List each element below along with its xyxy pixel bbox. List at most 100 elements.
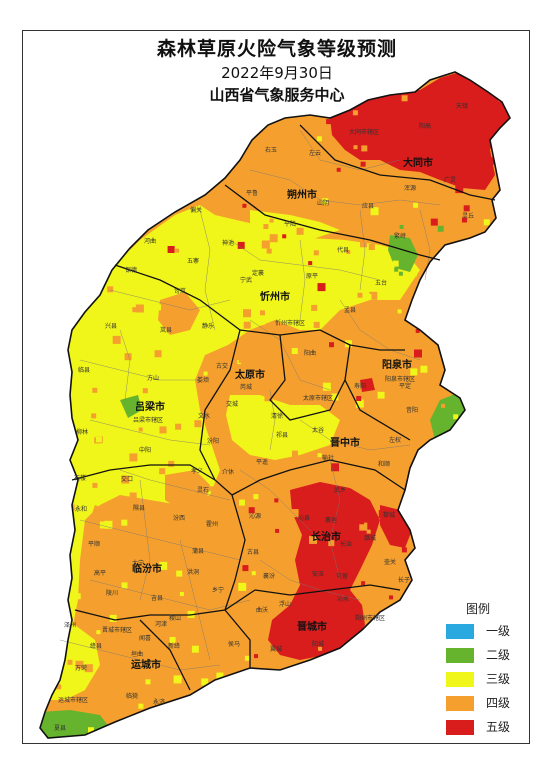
county-label: 洪洞	[187, 568, 199, 576]
city-label: 长治市	[311, 530, 341, 543]
county-label: 泽州	[64, 621, 76, 629]
county-label: 天镇	[456, 102, 468, 110]
county-label: 长治	[340, 540, 352, 548]
county-label: 翼城	[270, 646, 282, 653]
legend-swatch	[446, 672, 474, 687]
county-label: 曲沃	[256, 606, 268, 614]
county-label: 孟县	[344, 306, 356, 314]
county-label: 长子	[398, 576, 410, 584]
county-label: 方山	[147, 374, 159, 382]
map-title: 森林草原火险气象等级预测	[156, 38, 397, 60]
county-label: 文水	[198, 412, 210, 420]
county-label: 沁县	[298, 514, 310, 522]
county-label: 阳高	[419, 122, 431, 130]
county-label: 昔阳	[406, 406, 418, 414]
county-label: 寿阳	[354, 382, 366, 390]
city-label: 临汾市	[132, 562, 162, 575]
legend-title: 图例	[466, 602, 491, 616]
county-label: 介休	[222, 468, 234, 476]
county-label: 安泽	[312, 570, 324, 578]
county-label: 夏县	[54, 725, 66, 732]
county-label: 阳泉市辖区	[385, 375, 415, 383]
county-label: 稷山	[169, 614, 181, 622]
county-label: 忻州市辖区	[275, 319, 305, 327]
county-label: 晋城市辖区	[102, 626, 132, 634]
county-label: 吉县	[151, 595, 163, 602]
city-label: 大同市	[403, 156, 433, 169]
legend-item-level-1: 一级	[446, 624, 530, 640]
county-label: 武乡	[334, 486, 346, 494]
county-label: 蒲县	[192, 547, 204, 555]
legend-label: 四级	[486, 696, 511, 710]
county-label: 山阴	[317, 199, 329, 207]
county-label: 宁武	[240, 276, 252, 284]
county-label: 壶关	[384, 558, 396, 566]
county-label: 大同市辖区	[349, 128, 379, 136]
county-label: 河曲	[144, 237, 156, 245]
legend-label: 一级	[486, 624, 511, 638]
county-label: 隰县	[133, 504, 145, 512]
legend-item-level-3: 三级	[446, 672, 530, 688]
legend-swatch	[446, 624, 474, 639]
county-label: 太原市辖区	[303, 394, 333, 402]
county-label: 汾阳	[207, 437, 219, 445]
county-label: 祁县	[276, 431, 288, 439]
county-label: 代县	[337, 246, 349, 254]
county-label: 神池	[222, 239, 234, 247]
county-label: 平陆	[284, 220, 296, 228]
county-label: 侯马	[228, 640, 240, 648]
county-label: 绛县	[90, 642, 102, 650]
county-label: 交城	[226, 400, 238, 408]
county-label: 霍州	[206, 521, 218, 528]
province-outline	[39, 71, 511, 739]
county-label: 高平	[94, 569, 106, 577]
county-label: 沁水	[337, 595, 349, 603]
county-label: 垣曲	[131, 650, 143, 658]
county-label: 交口	[121, 475, 133, 483]
county-label: 右玉	[265, 146, 277, 154]
county-label: 五寨	[187, 257, 199, 265]
county-label: 石楼	[74, 474, 86, 482]
county-label: 屯留	[336, 572, 348, 580]
county-label: 古县	[247, 548, 259, 556]
city-label: 朔州市	[287, 188, 317, 201]
county-label: 古交	[216, 362, 228, 370]
city-label: 晋城市	[297, 620, 327, 633]
county-label: 岢岚	[174, 288, 186, 295]
county-label: 芮城	[240, 383, 252, 391]
county-label: 阳曲	[304, 349, 316, 357]
county-label: 浑源	[404, 184, 416, 192]
county-label: 五台	[375, 279, 387, 287]
city-label: 吕梁市	[135, 400, 165, 413]
county-label: 平定	[399, 382, 411, 390]
county-label: 朔州市辖区	[355, 614, 385, 622]
county-label: 广灵	[444, 176, 456, 184]
legend-swatch	[446, 696, 474, 711]
county-label: 太谷	[312, 426, 324, 434]
county-label: 大宁	[132, 559, 144, 567]
county-label: 平遥	[256, 458, 268, 466]
county-label: 黎城	[383, 511, 395, 519]
legend-item-level-4: 四级	[446, 696, 530, 712]
county-label: 乡宁	[212, 586, 224, 594]
county-label: 柳林	[76, 428, 88, 436]
county-label: 浮山	[279, 600, 291, 608]
county-label: 临猗	[126, 692, 138, 700]
county-label: 静乐	[202, 322, 214, 330]
county-label: 沁源	[249, 512, 261, 520]
county-label: 灵丘	[462, 213, 474, 220]
forecast-date: 2022年9月30日	[221, 64, 333, 82]
county-label: 繁峙	[394, 232, 406, 240]
county-label: 汾西	[173, 514, 185, 522]
county-label: 偏关	[190, 206, 202, 214]
county-label: 临县	[78, 366, 90, 374]
county-label: 孝义	[191, 467, 203, 475]
county-label: 永和	[75, 505, 87, 513]
county-label: 左云	[309, 149, 321, 157]
county-label: 陵川	[106, 589, 118, 597]
agency-name: 山西省气象服务中心	[209, 86, 345, 104]
legend-label: 二级	[486, 648, 511, 662]
county-label: 定襄	[252, 269, 264, 277]
legend-swatch	[446, 648, 474, 663]
